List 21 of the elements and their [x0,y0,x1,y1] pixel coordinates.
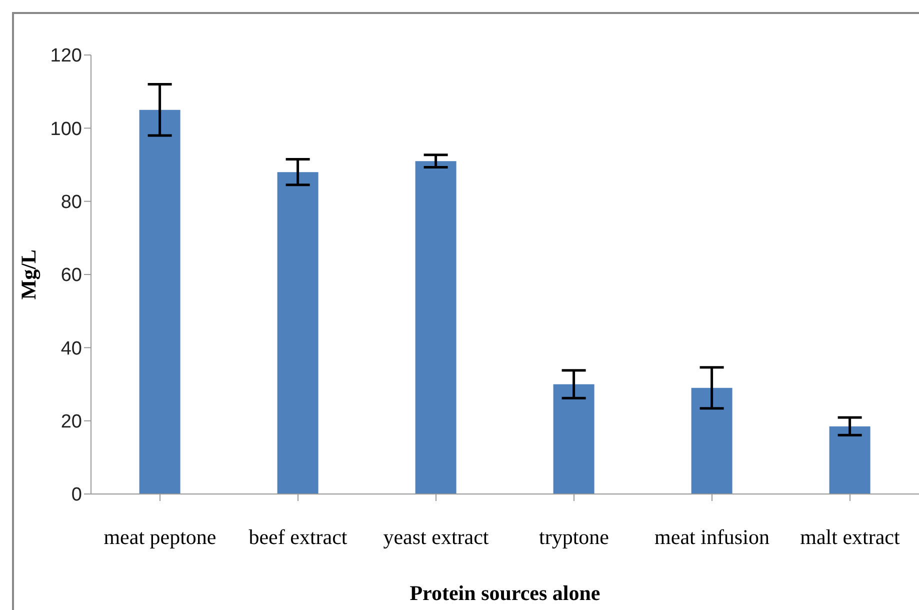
bar [553,384,594,494]
y-tick-label: 40 [60,338,82,360]
y-tick-label: 100 [50,118,82,140]
y-axis-title: Mg/L [16,249,40,300]
bar [691,388,732,494]
y-tick-label: 20 [60,412,82,433]
y-tick-label: 60 [60,265,82,286]
x-tick-label: tryptone [539,524,609,549]
y-tick-label: 0 [71,484,82,506]
y-tick-label: 80 [60,192,82,214]
bar [829,426,870,494]
bar [277,172,318,494]
x-tick-label: beef extract [248,524,348,549]
bar [139,110,180,494]
bar [415,161,456,494]
x-tick-label: meat peptone [104,524,216,549]
x-tick-label: meat infusion [654,524,770,549]
x-tick-label: yeast extract [383,524,489,549]
x-axis-title: Protein sources alone [410,581,600,605]
x-tick-label: malt extract [800,524,900,549]
y-tick-label: 120 [50,46,82,67]
